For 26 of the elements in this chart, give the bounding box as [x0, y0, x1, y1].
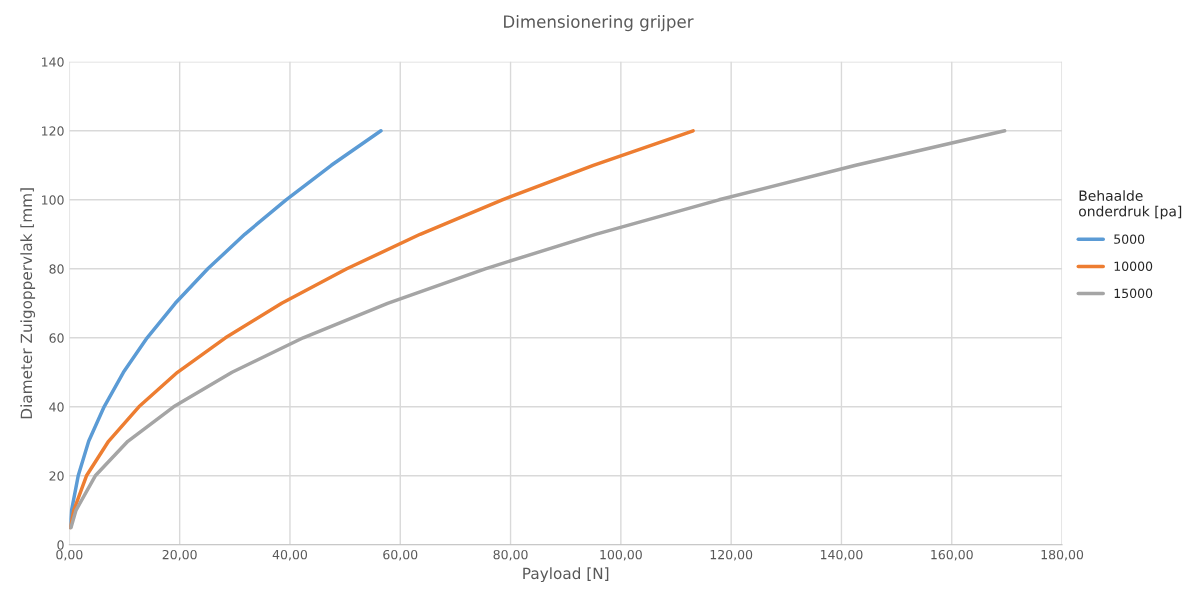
- legend-label: 15000: [1114, 288, 1153, 299]
- y-tick-label: 120: [42, 126, 64, 136]
- x-tick-label: 140,00: [820, 549, 863, 561]
- x-tick-label: 20,00: [162, 549, 197, 561]
- line-series: [69, 129, 1007, 530]
- x-tick-label: 100,00: [600, 549, 642, 561]
- x-tick-label: 160,00: [931, 549, 973, 561]
- y-tick-label: 40: [49, 402, 64, 412]
- x-tick-label: 60,00: [383, 549, 418, 561]
- x-axis-title: Payload [N]: [523, 567, 609, 583]
- y-tick-label: 60: [49, 333, 64, 343]
- legend-label: 5000: [1114, 234, 1145, 244]
- x-tick-label: 0,00: [56, 549, 83, 561]
- legend-title: Behaalde onderdruk [pa]: [1079, 190, 1182, 220]
- y-tick-label: 140: [42, 57, 64, 67]
- chart-title: Dimensionering grijper: [504, 15, 694, 32]
- x-tick-label: 40,00: [272, 549, 308, 561]
- x-tick-label: 180,00: [1041, 549, 1084, 561]
- legend-label: 10000: [1114, 261, 1153, 271]
- y-tick-label: 0: [57, 540, 64, 550]
- y-tick-label: 80: [49, 264, 64, 274]
- y-tick-label: 20: [49, 471, 64, 481]
- y-axis-title: Diameter Zuigoppervlak [mm]: [20, 188, 36, 419]
- x-tick-label: 120,00: [710, 549, 753, 561]
- y-tick-label: 100: [42, 195, 64, 205]
- x-tick-label: 80,00: [493, 549, 528, 561]
